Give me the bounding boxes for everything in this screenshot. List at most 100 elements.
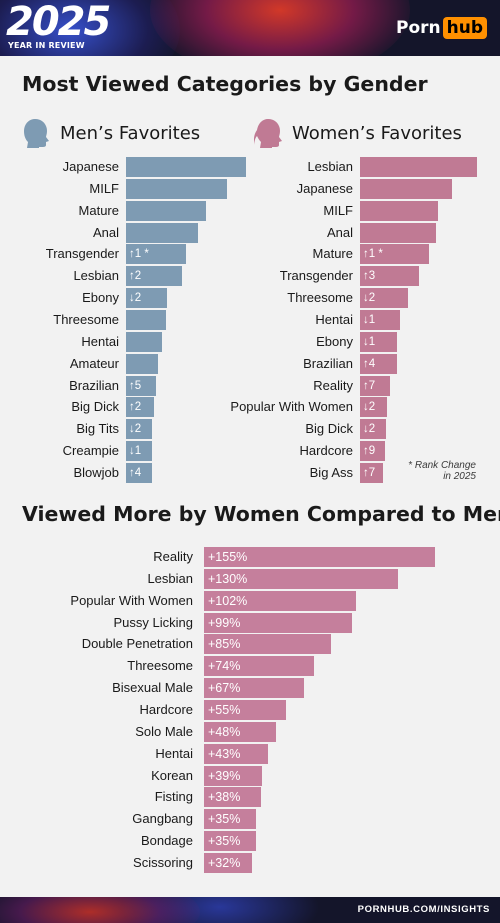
men-category-bar [126,397,154,418]
comparison-category-label: Hentai [155,745,193,761]
comparison-category-label: Fisting [154,789,193,805]
comparison-category-label: Popular With Women [70,592,193,608]
women-category-label: Japanese [296,180,353,196]
women-category-bar [360,244,430,265]
men-category-rank-change: ↑4 [129,466,142,479]
comparison-percent-label: +67% [208,681,241,696]
men-category-bar [126,157,246,177]
comparison-percent-label: +48% [208,724,241,739]
men-category-label: Creampie [62,443,119,459]
comparison-bar [204,547,435,567]
footer-glow-red [0,897,200,923]
women-category-bar [360,309,400,330]
men-category-label: Lesbian [73,268,119,284]
women-category-rank-change: ↓1 [363,335,376,348]
women-category-label: Threesome [287,290,353,306]
comparison-bar [204,852,252,873]
comparison-percent-label: +99% [208,615,241,630]
women-category-label: Popular With Women [230,399,353,415]
comparison-percent-label: +39% [208,768,241,783]
comparison-bar [204,743,269,764]
men-category-rank-change: ↓2 [129,292,142,305]
men-category-label: Ebony [82,290,119,306]
comparison-category-label: Bondage [140,833,193,849]
men-category-bar [126,462,153,483]
men-category-bar [126,222,198,243]
men-heading-label: Men’s Favorites [60,122,201,144]
comparison-percent-label: +85% [208,637,241,652]
women-category-label: Big Dick [305,421,353,437]
year-subtitle: YEAR IN REVIEW [8,41,85,50]
comparison-bar [204,699,286,720]
men-category-label: MILF [89,180,119,196]
men-category-label: Big Tits [76,421,119,437]
female-profile-icon [254,119,282,148]
women-category-bar [360,157,477,177]
women-category-bar [360,441,385,462]
women-category-bar [360,419,386,440]
comparison-percent-label: +155% [208,550,248,564]
comparison-bar [204,787,261,808]
women-heading: Women’s Favorites [254,118,462,148]
logo-text-part1: Porn [396,18,441,38]
comparison-percent-label: +35% [208,834,241,849]
men-category-label: Brazilian [69,377,119,393]
comparison-bar [204,831,257,852]
rank-change-note: * Rank Change in 2025 [392,460,476,482]
women-category-label: Ebony [316,333,353,349]
women-category-bar [360,200,439,221]
women-category-bar [360,353,398,374]
men-category-bar [126,331,162,352]
footer-banner: PORNHUB.COM/INSIGHTS [0,897,500,923]
year-badge: 2025 [6,0,111,45]
women-category-label: Lesbian [307,159,353,174]
men-category-rank-change: ↑2 [129,270,142,283]
men-category-rank-change: ↑2 [129,401,142,414]
comparison-percent-label: +32% [208,855,241,870]
men-category-bar [126,266,183,287]
comparison-percent-label: +35% [208,812,241,827]
comparison-bar [204,809,257,830]
women-category-bar [360,266,419,287]
comparison-category-label: Double Penetration [81,636,193,652]
men-category-bar [126,375,156,396]
women-category-bar [360,222,437,243]
women-category-label: Hentai [315,311,353,327]
men-category-rank-change: ↑5 [129,379,142,392]
men-category-label: Blowjob [73,464,119,480]
brand-logo: Porn hub [396,17,487,39]
women-category-rank-change: ↑4 [363,357,376,370]
women-category-label: Mature [312,246,353,262]
women-category-bar [360,178,453,199]
comparison-bar [204,590,356,611]
women-category-label: Big Ass [309,464,353,480]
male-profile-icon [24,119,49,148]
comparison-percent-label: +38% [208,790,241,805]
women-heading-label: Women’s Favorites [292,122,462,144]
women-category-bar [360,375,391,396]
men-category-bar [126,353,159,374]
women-category-rank-change: ↓2 [363,401,376,414]
men-category-label: Threesome [53,311,119,327]
men-category-label: Big Dick [71,399,119,415]
women-category-rank-change: ↑3 [363,270,376,283]
comparison-bar [204,656,315,677]
men-category-label: Japanese [62,159,119,174]
comparison-percent-label: +43% [208,746,241,761]
section1-title: Most Viewed Categories by Gender [22,72,428,96]
women-category-bar [360,462,384,483]
women-category-label: Brazilian [303,355,353,371]
comparison-bar [204,765,263,786]
men-category-bar [126,288,167,309]
comparison-category-label: Bisexual Male [112,680,193,696]
men-category-label: Mature [78,202,119,218]
men-category-bar [126,309,166,330]
women-category-rank-change: ↑7 [363,466,376,479]
comparison-category-label: Scissoring [133,854,193,870]
women-category-rank-change: ↑9 [363,445,376,458]
section2-title: Viewed More by Women Compared to Men [22,502,500,526]
comparison-percent-label: +102% [208,593,248,608]
comparison-category-label: Hardcore [139,701,193,717]
men-category-rank-change: ↓1 [129,445,142,458]
men-category-bar [126,178,227,199]
